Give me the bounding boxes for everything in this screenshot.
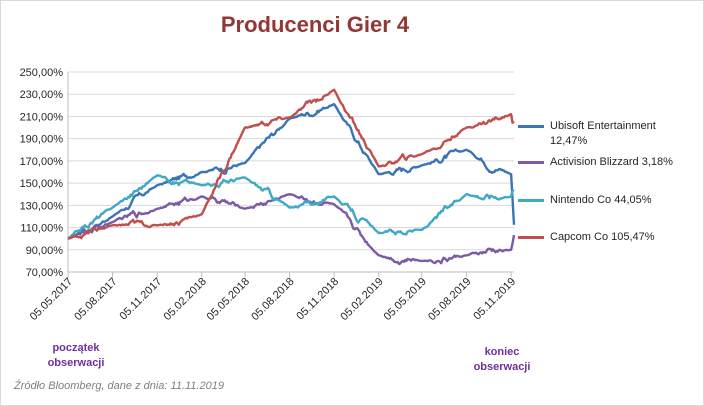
x-tick-label: 05.05.2017 [28,276,75,323]
y-tick-label: 210,00% [20,111,64,123]
series-line [67,174,515,240]
x-tick-label: 05.11.2017 [117,276,164,323]
x-tick-label: 05.02.2018 [162,276,209,323]
annotation-start-line1: początek [52,342,100,354]
y-tick-label: 150,00% [20,178,64,190]
y-tick-label: 70,00% [26,267,64,279]
annotation-end-line1: koniec [484,346,520,358]
series-line [67,88,515,240]
x-tick-label: 05.08.2018 [249,276,296,323]
y-tick-label: 250,00% [20,67,64,79]
x-tick-label: 05.02.2019 [338,276,385,323]
annotation-end: koniec obserwacji [462,345,542,375]
y-tick-label: 90,00% [26,245,64,257]
x-tick-label: 05.11.2019 [471,276,518,323]
y-tick-label: 190,00% [20,134,64,146]
chart-title: Producenci Gier 4 [220,12,410,37]
y-tick-label: 110,00% [20,223,63,235]
legend-label-value: 12,47% [550,135,588,147]
legend-swatch [518,199,544,202]
series-line [67,102,516,240]
y-tick-label: 230,00% [20,89,64,101]
x-tick-label: 05.05.2018 [205,276,252,323]
legend-label: Capcom Co 105,47% [550,231,655,243]
y-tick-label: 170,00% [20,156,64,168]
x-tick-label: 05.11.2018 [294,276,341,323]
legend-label: Activision Blizzard 3,18% [550,156,673,168]
annotation-end-line2: obserwacji [473,361,531,373]
x-tick-label: 05.08.2017 [72,276,119,323]
x-tick-label: 05.05.2019 [382,276,429,323]
legend-swatch [518,236,544,239]
series-line [67,192,516,266]
x-tick-label: 05.08.2019 [426,276,473,323]
legend-label: Ubisoft Entertainment [550,120,656,132]
y-tick-label: 130,00% [20,200,64,212]
annotation-start: początek obserwacji [36,341,116,371]
legend-swatch [518,125,544,128]
legend-swatch [518,161,544,164]
source-note: Źródło Bloomberg, dane z dnia: 11.11.201… [14,380,224,392]
legend-label: Nintendo Co 44,05% [550,194,652,206]
annotation-start-line2: obserwacji [47,357,105,369]
